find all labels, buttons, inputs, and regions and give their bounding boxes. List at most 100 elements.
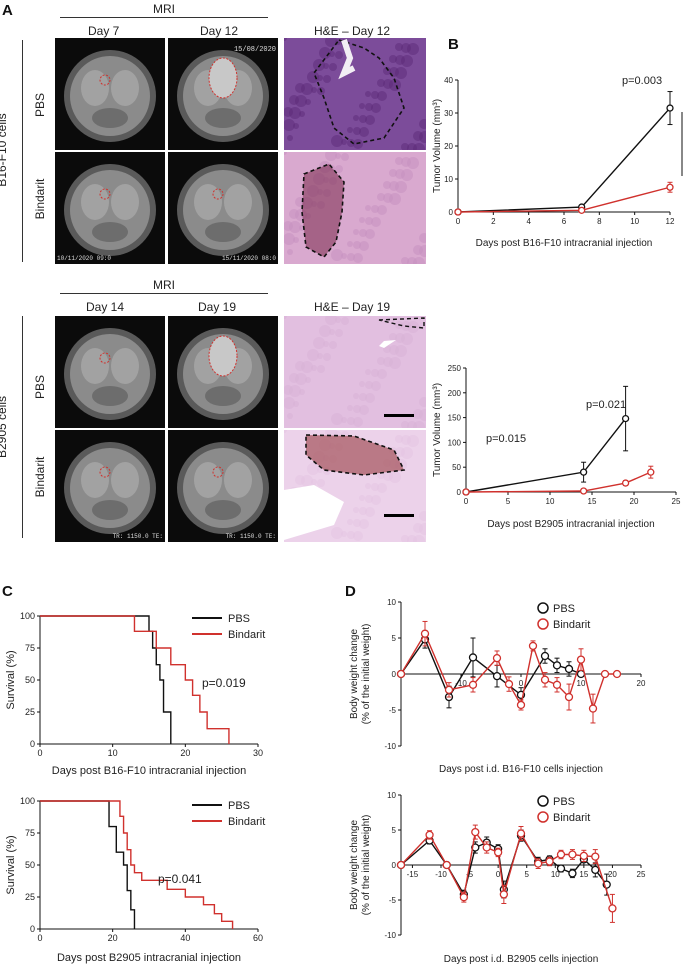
tissue-texture: [325, 316, 337, 325]
tissue-texture: [407, 143, 417, 150]
data-point: [468, 680, 478, 689]
brain-hemisphere: [194, 462, 222, 498]
he-image: [284, 38, 426, 150]
tissue-texture: [383, 193, 393, 203]
mri-header-bottom: MRI: [153, 278, 175, 292]
tissue-texture: [365, 103, 373, 111]
mri-image: 15/11/2020 08:0: [168, 152, 278, 264]
legend-marker-bindarit: [537, 811, 549, 823]
tumor-outline: [212, 188, 224, 200]
data-point: [576, 655, 586, 664]
tumor-outline: [99, 466, 111, 478]
tissue-texture: [317, 479, 325, 487]
tissue-texture: [331, 413, 343, 425]
y-axis-label: (% of the initial weight): [361, 624, 372, 725]
legend-label-bindarit: Bindarit: [228, 629, 265, 641]
legend-label-pbs: PBS: [553, 603, 575, 615]
tissue-texture: [359, 127, 369, 137]
x-axis-label: Days post B16-F10 intracranial injection: [52, 765, 246, 777]
tissue-texture: [284, 233, 295, 245]
y-tick-label: 10: [387, 598, 396, 607]
survival-curve-bindarit: [40, 800, 234, 929]
series-line: [400, 632, 617, 712]
data-point: [578, 206, 586, 215]
data-point: [459, 893, 469, 902]
mri-date-overlay: 15/08/2020: [233, 46, 276, 54]
row-label-pbs: PBS: [33, 93, 47, 118]
side-label-bottom: B2905 cells: [0, 395, 9, 459]
tissue-texture: [401, 535, 409, 542]
x-tick-label: 0: [37, 933, 42, 943]
brain-hemisphere: [111, 348, 139, 384]
brain-hemisphere: [111, 184, 139, 220]
x-tick-label: 5: [506, 497, 511, 506]
x-tick-label: 10: [630, 217, 639, 226]
p-value-annotation: p=0.021: [586, 399, 626, 411]
tissue-texture: [353, 393, 359, 399]
data-point: [666, 104, 674, 112]
tumor-mass: [302, 164, 344, 257]
tissue-texture: [401, 43, 411, 53]
tissue-texture: [365, 205, 371, 211]
tissue-texture: [289, 373, 299, 383]
tissue-texture: [401, 143, 409, 150]
x-tick-label: 0: [496, 870, 501, 879]
tissue-texture: [347, 531, 355, 539]
p-value-annotation: p=0.041: [158, 872, 202, 886]
tissue-texture: [401, 435, 411, 445]
tumor-outline: [208, 335, 238, 377]
panel-label-d: D: [345, 583, 356, 600]
mri-scan: [64, 164, 156, 256]
data-point: [499, 890, 509, 899]
x-axis-label: Days post B16-F10 intracranial injection: [476, 238, 653, 249]
tissue-texture: [329, 341, 337, 349]
legend-label-bindarit: Bindarit: [553, 619, 590, 631]
x-tick-label: 20: [637, 679, 646, 688]
tissue-texture: [383, 181, 391, 189]
tissue-texture: [307, 463, 319, 475]
side-label-top: B16-F10 cells: [0, 113, 9, 187]
data-point: [444, 685, 454, 694]
tissue-texture: [395, 447, 405, 457]
x-tick-label: -10: [435, 870, 447, 879]
y-tick-label: 0: [457, 488, 462, 497]
brain-stem: [205, 108, 241, 128]
y-tick-label: 20: [444, 142, 453, 151]
x-tick-label: 10: [108, 748, 118, 758]
mri-scan: [64, 328, 156, 420]
tissue-texture: [284, 152, 287, 155]
tissue-texture: [347, 253, 355, 261]
x-axis-label: Days post i.d. B16-F10 cells injection: [439, 764, 603, 775]
data-point: [468, 653, 478, 662]
y-tick-label: 5: [392, 826, 397, 835]
mri-image: 15/08/2020: [168, 38, 278, 150]
tissue-texture: [331, 527, 343, 539]
row-label-bindarit: Bindarit: [33, 456, 47, 498]
y-tick-label: 100: [20, 611, 35, 621]
tissue-texture: [419, 511, 426, 521]
tissue-texture: [413, 245, 423, 255]
data-point: [492, 672, 502, 681]
data-point: [516, 829, 526, 838]
brain-hemisphere: [194, 184, 222, 220]
chart-tumor-volume-b2905: 0 50 100 150 200 250 0 5 10 15 20 25 Days post B2905…: [432, 364, 681, 530]
series-line: [400, 637, 582, 699]
y-tick-label: 0: [392, 861, 397, 870]
mri-scan: [64, 50, 156, 142]
data-point: [545, 857, 554, 866]
data-point: [540, 651, 550, 661]
y-axis-label: Survival (%): [5, 835, 17, 894]
tissue-texture: [365, 507, 375, 517]
tumor-boundary: [305, 434, 406, 476]
tissue-texture: [347, 519, 353, 525]
mri-date-overlay: 10/11/2020 09:0: [57, 255, 112, 262]
mri-image: 10/11/2020 09:0: [55, 152, 165, 264]
tumor-boundary: [313, 39, 405, 145]
tissue-texture: [383, 471, 393, 481]
y-axis-label: Body weight change: [349, 629, 360, 720]
tumor-outline: [208, 57, 238, 99]
y-tick-label: 30: [444, 109, 453, 118]
legend-label-pbs: PBS: [228, 800, 250, 812]
he-image: [284, 316, 426, 428]
tissue-texture: [329, 63, 337, 71]
